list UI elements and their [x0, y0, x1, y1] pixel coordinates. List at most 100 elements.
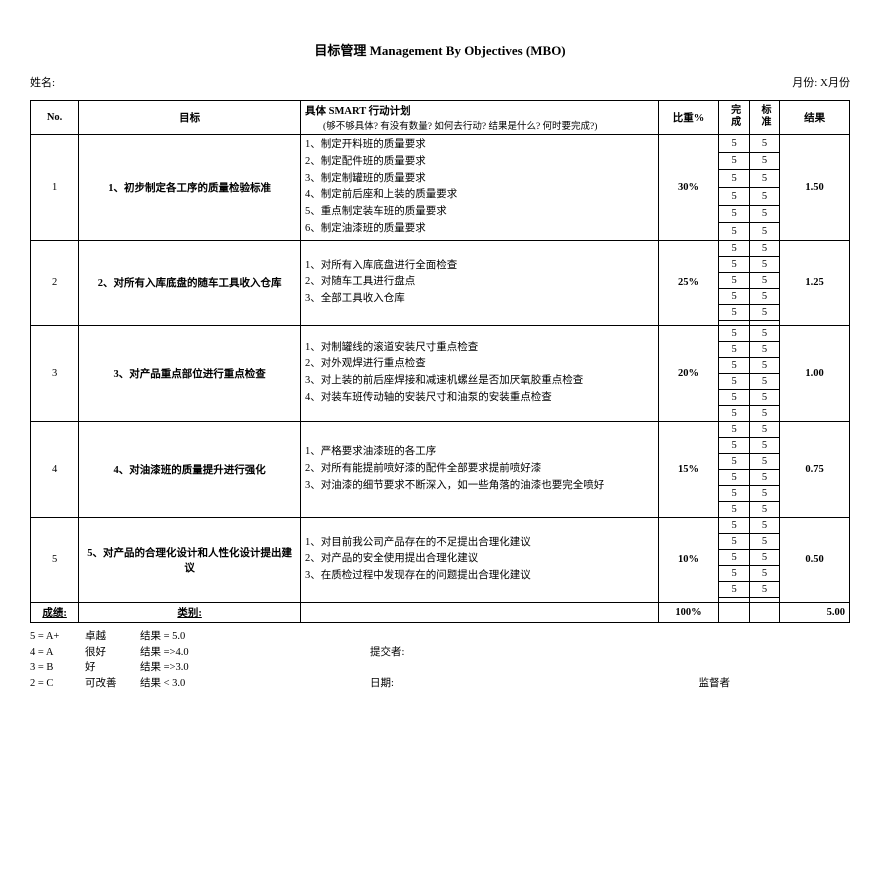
mbo-table: No. 目标 具体 SMART 行动计划 (够不够具体? 有没有数量? 如何去行…	[30, 100, 850, 623]
cell-score1: 5	[719, 187, 749, 205]
table-row: 33、对产品重点部位进行重点检查1、对制罐线的滚道安装尺寸重点检查2、对外观焊进…	[31, 325, 850, 341]
cell-weight: 10%	[658, 517, 719, 602]
cell-objective: 5、对产品的合理化设计和人性化设计提出建议	[79, 517, 301, 602]
table-body: 11、初步制定各工序的质量检验标准1、制定开料班的质量要求2、制定配件班的质量要…	[31, 135, 850, 623]
cell-score1: 5	[719, 135, 749, 153]
cell-score1: 5	[719, 453, 749, 469]
cell-no: 5	[31, 517, 79, 602]
cell-score2: 5	[749, 469, 779, 485]
cell-no: 2	[31, 240, 79, 325]
cell-score1: 5	[719, 256, 749, 272]
cell-score1: 5	[719, 325, 749, 341]
cell-score1: 5	[719, 421, 749, 437]
cell-weight: 25%	[658, 240, 719, 325]
total-label: 成绩:	[31, 602, 79, 622]
cell-score2: 5	[749, 437, 779, 453]
cell-score1: 5	[719, 272, 749, 288]
cell-score2: 5	[749, 304, 779, 320]
cell-score2: 5	[749, 272, 779, 288]
cell-score1: 5	[719, 517, 749, 533]
cell-score1: 5	[719, 469, 749, 485]
meta-row: 姓名: 月份: X月份	[30, 74, 850, 90]
cell-score2: 5	[749, 533, 779, 549]
cell-score1: 5	[719, 205, 749, 223]
cell-weight: 15%	[658, 421, 719, 517]
cell-score2: 5	[749, 341, 779, 357]
legend-block: 5 = A+卓越结果 = 5.04 = A很好结果 =>4.0提交者:3 = B…	[30, 629, 850, 692]
cell-score2: 5	[749, 357, 779, 373]
cell-score1: 5	[719, 357, 749, 373]
cell-objective: 4、对油漆班的质量提升进行强化	[79, 421, 301, 517]
cell-result: 1.00	[780, 325, 850, 421]
cell-score1: 5	[719, 533, 749, 549]
cell-objective: 3、对产品重点部位进行重点检查	[79, 325, 301, 421]
cell-objective: 2、对所有入库底盘的随车工具收入仓库	[79, 240, 301, 325]
cell-score2: 5	[749, 421, 779, 437]
col-plan: 具体 SMART 行动计划 (够不够具体? 有没有数量? 如何去行动? 结果是什…	[301, 101, 659, 135]
total-row: 成绩:类别:100%5.00	[31, 602, 850, 622]
cell-result: 1.25	[780, 240, 850, 325]
cell-plan: 1、对制罐线的滚道安装尺寸重点检查2、对外观焊进行重点检查3、对上装的前后座焊接…	[301, 325, 659, 421]
cell-score1: 5	[719, 341, 749, 357]
cell-score1: 5	[719, 152, 749, 170]
cell-score2: 5	[749, 581, 779, 597]
cell-score2: 5	[749, 135, 779, 153]
cell-score2: 5	[749, 152, 779, 170]
cell-plan: 1、严格要求油漆班的各工序2、对所有能提前喷好漆的配件全部要求提前喷好漆3、对油…	[301, 421, 659, 517]
col-score1: 完成	[719, 101, 749, 135]
name-label: 姓名:	[30, 74, 55, 90]
cell-score2: 5	[749, 405, 779, 421]
cell-score1: 5	[719, 437, 749, 453]
cell-score1: 5	[719, 549, 749, 565]
table-header: No. 目标 具体 SMART 行动计划 (够不够具体? 有没有数量? 如何去行…	[31, 101, 850, 135]
cell-score1: 5	[719, 170, 749, 188]
cell-score2: 5	[749, 256, 779, 272]
table-row: 11、初步制定各工序的质量检验标准1、制定开料班的质量要求2、制定配件班的质量要…	[31, 135, 850, 153]
cell-score1: 5	[719, 405, 749, 421]
legend-row: 5 = A+卓越结果 = 5.0	[30, 629, 850, 645]
cell-no: 3	[31, 325, 79, 421]
cell-score2: 5	[749, 501, 779, 517]
cell-score1: 5	[719, 485, 749, 501]
total-weight: 100%	[658, 602, 719, 622]
col-no: No.	[31, 101, 79, 135]
col-objective: 目标	[79, 101, 301, 135]
cell-no: 1	[31, 135, 79, 241]
cell-plan: 1、制定开料班的质量要求2、制定配件班的质量要求3、制定制罐班的质量要求4、制定…	[301, 135, 659, 241]
col-weight: 比重%	[658, 101, 719, 135]
cell-result: 1.50	[780, 135, 850, 241]
cell-score1: 5	[719, 373, 749, 389]
cell-score1: 5	[719, 565, 749, 581]
cell-plan: 1、对所有入库底盘进行全面检查2、对随车工具进行盘点3、全部工具收入仓库	[301, 240, 659, 325]
legend-row: 2 = C可改善结果 < 3.0日期:监督者	[30, 676, 850, 692]
col-score2: 标准	[749, 101, 779, 135]
cell-score2: 5	[749, 549, 779, 565]
cell-score2: 5	[749, 170, 779, 188]
table-row: 22、对所有入库底盘的随车工具收入仓库1、对所有入库底盘进行全面检查2、对随车工…	[31, 240, 850, 256]
cell-weight: 30%	[658, 135, 719, 241]
cell-objective: 1、初步制定各工序的质量检验标准	[79, 135, 301, 241]
cell-score2: 5	[749, 288, 779, 304]
cell-score1: 5	[719, 304, 749, 320]
cell-score2: 5	[749, 453, 779, 469]
cell-score2: 5	[749, 565, 779, 581]
cell-score2: 5	[749, 223, 779, 241]
cell-no: 4	[31, 421, 79, 517]
table-row: 44、对油漆班的质量提升进行强化1、严格要求油漆班的各工序2、对所有能提前喷好漆…	[31, 421, 850, 437]
cell-score2: 5	[749, 517, 779, 533]
cell-score2: 5	[749, 325, 779, 341]
cell-score2: 5	[749, 205, 779, 223]
cell-result: 0.50	[780, 517, 850, 602]
legend-row: 3 = B好结果 =>3.0	[30, 660, 850, 676]
cell-result: 0.75	[780, 421, 850, 517]
cell-score1: 5	[719, 581, 749, 597]
table-row: 55、对产品的合理化设计和人性化设计提出建议1、对目前我公司产品存在的不足提出合…	[31, 517, 850, 533]
cell-score2: 5	[749, 373, 779, 389]
cell-score1: 5	[719, 223, 749, 241]
cell-score1: 5	[719, 501, 749, 517]
cell-score1: 5	[719, 288, 749, 304]
cell-score2: 5	[749, 187, 779, 205]
cell-score1: 5	[719, 240, 749, 256]
legend-row: 4 = A很好结果 =>4.0提交者:	[30, 645, 850, 661]
cell-score2: 5	[749, 389, 779, 405]
